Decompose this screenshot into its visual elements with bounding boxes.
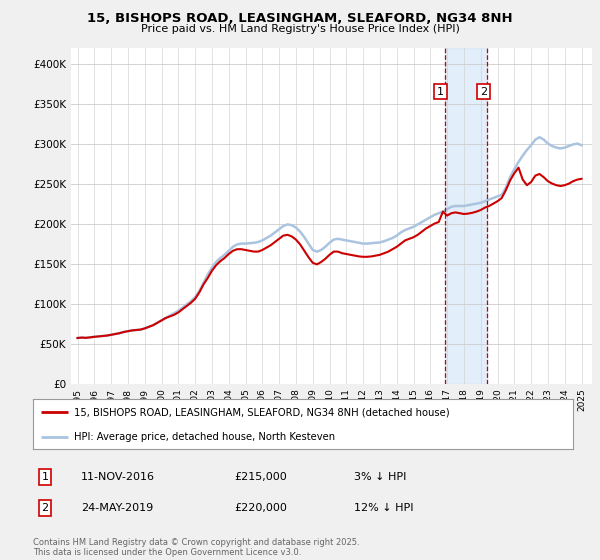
Text: 24-MAY-2019: 24-MAY-2019 [81, 503, 153, 513]
Text: HPI: Average price, detached house, North Kesteven: HPI: Average price, detached house, Nort… [74, 432, 335, 441]
Text: Contains HM Land Registry data © Crown copyright and database right 2025.
This d: Contains HM Land Registry data © Crown c… [33, 538, 359, 557]
Text: 12% ↓ HPI: 12% ↓ HPI [354, 503, 413, 513]
Text: 11-NOV-2016: 11-NOV-2016 [81, 472, 155, 482]
Bar [445, 48, 487, 384]
Text: 1: 1 [41, 472, 49, 482]
Text: 15, BISHOPS ROAD, LEASINGHAM, SLEAFORD, NG34 8NH: 15, BISHOPS ROAD, LEASINGHAM, SLEAFORD, … [87, 12, 513, 25]
Text: 15, BISHOPS ROAD, LEASINGHAM, SLEAFORD, NG34 8NH (detached house): 15, BISHOPS ROAD, LEASINGHAM, SLEAFORD, … [74, 407, 449, 417]
Text: 2: 2 [479, 87, 487, 97]
Text: £215,000: £215,000 [234, 472, 287, 482]
Text: 2: 2 [41, 503, 49, 513]
Text: 1: 1 [437, 87, 444, 97]
Text: Price paid vs. HM Land Registry's House Price Index (HPI): Price paid vs. HM Land Registry's House … [140, 24, 460, 34]
Text: 3% ↓ HPI: 3% ↓ HPI [354, 472, 406, 482]
Text: £220,000: £220,000 [234, 503, 287, 513]
